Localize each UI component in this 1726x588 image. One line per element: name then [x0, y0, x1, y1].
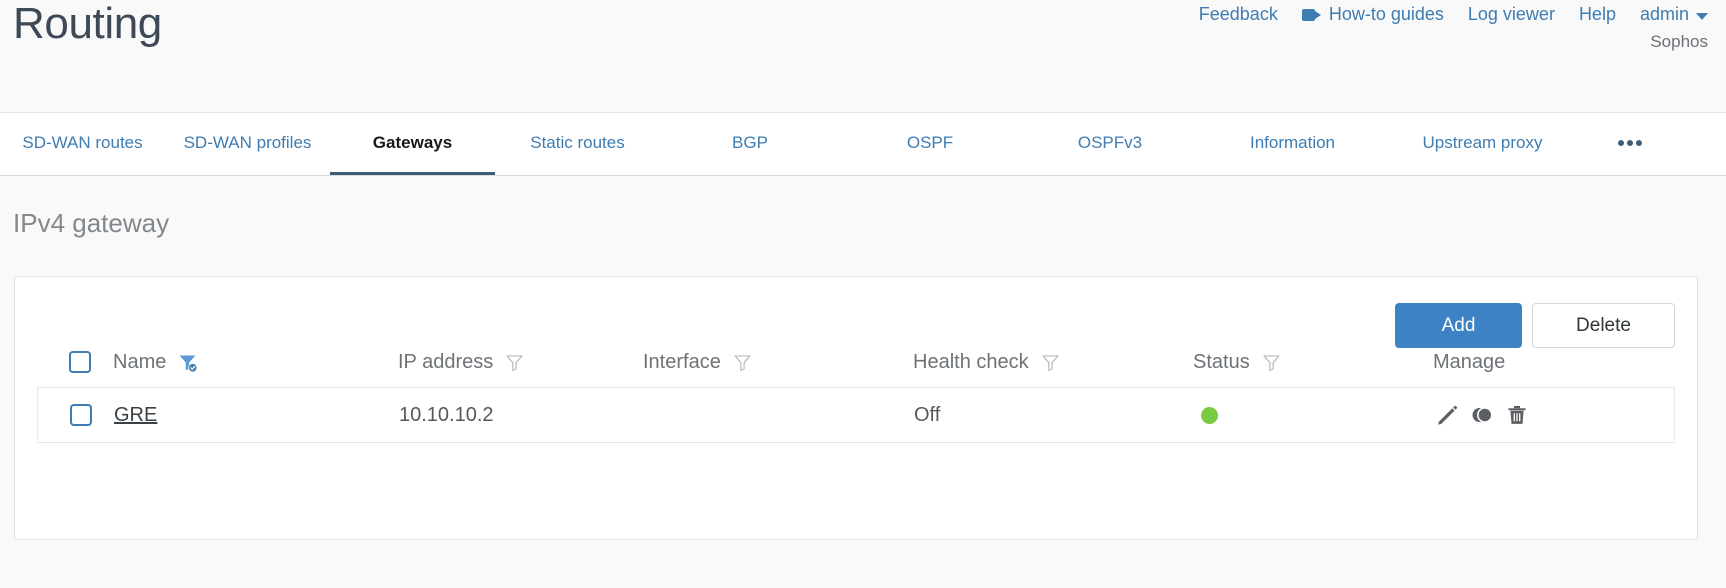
- tab-static-routes[interactable]: Static routes: [495, 113, 660, 175]
- header-link-help[interactable]: Help: [1579, 4, 1616, 25]
- header-links: Feedback How-to guides Log viewer Help a…: [1199, 4, 1708, 25]
- edit-pencil-icon[interactable]: [1435, 403, 1459, 427]
- gateway-table-card: Add Delete Name IP address: [14, 276, 1698, 540]
- user-menu-label: admin: [1639, 4, 1689, 24]
- column-header-ip-address[interactable]: IP address: [398, 351, 643, 374]
- tab-label: OSPF: [906, 132, 954, 152]
- health-check-value: Off: [914, 403, 941, 426]
- header-link-log-viewer[interactable]: Log viewer: [1468, 4, 1555, 25]
- select-all-cell: [37, 351, 113, 373]
- column-header-interface[interactable]: Interface: [643, 351, 913, 374]
- organization-name: Sophos: [1650, 32, 1708, 51]
- select-all-checkbox[interactable]: [69, 351, 91, 373]
- ellipsis-icon-dot: [1627, 139, 1633, 146]
- user-menu-button[interactable]: admin: [1640, 4, 1708, 25]
- page-title: Routing: [13, 0, 162, 48]
- tab-ospf[interactable]: OSPF: [840, 113, 1020, 175]
- row-checkbox[interactable]: [70, 404, 92, 426]
- header-link-label: Log viewer: [1467, 4, 1555, 24]
- delete-button[interactable]: Delete: [1532, 303, 1675, 348]
- header-link-feedback[interactable]: Feedback: [1199, 4, 1278, 25]
- column-header-status[interactable]: Status: [1193, 351, 1433, 374]
- manage-actions: [1434, 403, 1529, 427]
- ellipsis-icon-dot: [1636, 139, 1642, 146]
- tab-label: OSPFv3: [1077, 132, 1143, 152]
- tab-label: Upstream proxy: [1422, 132, 1543, 152]
- table-row[interactable]: GRE 10.10.10.2 Off: [37, 387, 1675, 443]
- tab-information[interactable]: Information: [1200, 113, 1385, 175]
- clone-icon[interactable]: [1470, 403, 1494, 427]
- header-link-how-to-guides[interactable]: How-to guides: [1301, 4, 1444, 25]
- tab-label: Static routes: [530, 132, 625, 152]
- tab-upstream-proxy[interactable]: Upstream proxy: [1385, 113, 1580, 175]
- tab-label: BGP: [732, 132, 768, 152]
- filter-icon-active[interactable]: [177, 352, 198, 373]
- column-header-manage: Manage: [1433, 351, 1663, 374]
- table-header-row: Name IP address Interface: [15, 337, 1697, 387]
- filter-icon[interactable]: [504, 352, 525, 373]
- header-link-label: Help: [1578, 4, 1616, 24]
- gateway-table: Name IP address Interface: [15, 337, 1697, 443]
- video-icon: [1301, 8, 1322, 22]
- tab-label: Information: [1249, 132, 1336, 152]
- column-header-health-check[interactable]: Health check: [913, 351, 1193, 374]
- cell-health-check: Off: [914, 404, 1194, 427]
- row-select-cell: [38, 404, 114, 426]
- tab-sd-wan-routes[interactable]: SD-WAN routes: [0, 113, 165, 175]
- page-header: Routing Feedback How-to guides Log viewe…: [0, 0, 1726, 112]
- tab-bgp[interactable]: BGP: [660, 113, 840, 175]
- tab-label: Gateways: [372, 132, 453, 152]
- cell-manage: [1434, 403, 1664, 427]
- tab-overflow-button[interactable]: [1580, 113, 1680, 175]
- column-header-label: Status: [1193, 350, 1250, 373]
- cell-status: [1194, 406, 1434, 424]
- table-toolbar: Add Delete: [1395, 303, 1675, 348]
- tab-label: SD-WAN routes: [22, 132, 143, 152]
- add-button[interactable]: Add: [1395, 303, 1522, 348]
- trash-icon[interactable]: [1505, 403, 1529, 427]
- chevron-down-icon: [1696, 12, 1708, 20]
- cell-ip-address: 10.10.10.2: [399, 404, 644, 427]
- filter-icon[interactable]: [732, 352, 753, 373]
- header-link-label: Feedback: [1198, 4, 1278, 24]
- filter-icon[interactable]: [1261, 352, 1282, 373]
- column-header-label: Manage: [1433, 350, 1506, 373]
- gateway-name-link[interactable]: GRE: [114, 403, 158, 426]
- column-header-name[interactable]: Name: [113, 351, 398, 374]
- column-header-label: Health check: [913, 350, 1029, 373]
- section-title: IPv4 gateway: [13, 208, 170, 238]
- tab-bar: SD-WAN routes SD-WAN profiles Gateways S…: [0, 112, 1726, 176]
- header-link-label: How-to guides: [1328, 4, 1444, 24]
- tab-label: SD-WAN profiles: [183, 132, 312, 152]
- status-badge: [1201, 406, 1218, 424]
- tab-ospfv3[interactable]: OSPFv3: [1020, 113, 1200, 175]
- ellipsis-icon-dot: [1618, 139, 1624, 146]
- cell-name: GRE: [114, 404, 399, 427]
- filter-icon[interactable]: [1040, 352, 1061, 373]
- column-header-label: IP address: [398, 350, 494, 373]
- column-header-label: Name: [113, 350, 167, 373]
- column-header-label: Interface: [643, 350, 721, 373]
- tab-sd-wan-profiles[interactable]: SD-WAN profiles: [165, 113, 330, 175]
- ip-address-value: 10.10.10.2: [399, 403, 494, 426]
- tab-gateways[interactable]: Gateways: [330, 113, 495, 175]
